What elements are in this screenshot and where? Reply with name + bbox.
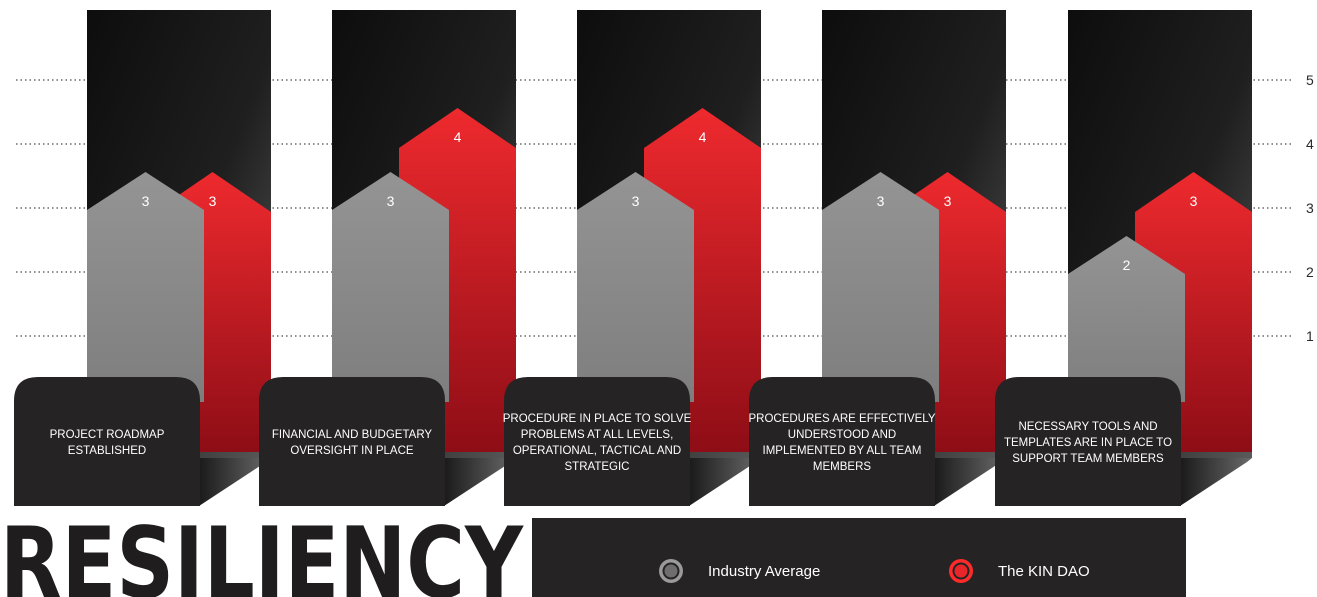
y-axis: 1 2 3 4 5 [1306, 72, 1314, 344]
y-tick-label: 4 [1306, 136, 1314, 152]
data-label-industry-average: 3 [632, 193, 640, 209]
data-label-kin-dao: 3 [944, 193, 952, 209]
column-base-wedge [1180, 458, 1252, 506]
category-label-card [259, 377, 445, 506]
category-label-card [504, 377, 690, 506]
data-label-kin-dao: 3 [209, 193, 217, 209]
y-tick-label: 2 [1306, 264, 1314, 280]
chart-title: RESILIENCY [0, 507, 524, 597]
data-label-kin-dao: 4 [454, 129, 462, 145]
category-label-card [14, 377, 200, 506]
legend-label: The KIN DAO [998, 563, 1090, 580]
title-and-legend: RESILIENCY Industry Average The KIN DAO [0, 507, 1186, 597]
data-label-industry-average: 3 [142, 193, 150, 209]
data-label-industry-average: 2 [1123, 257, 1131, 273]
legend-label: Industry Average [708, 563, 820, 580]
data-label-kin-dao: 3 [1190, 193, 1198, 209]
y-tick-label: 3 [1306, 200, 1314, 216]
category-label-card [749, 377, 935, 506]
legend-band [532, 518, 1186, 597]
y-tick-label: 1 [1306, 328, 1314, 344]
data-label-industry-average: 3 [387, 193, 395, 209]
data-label-kin-dao: 4 [699, 129, 707, 145]
category-label: NECESSARY TOOLS AND TEMPLATES ARE IN PLAC… [1004, 421, 1172, 465]
data-label-industry-average: 3 [877, 193, 885, 209]
y-tick-label: 5 [1306, 72, 1314, 88]
